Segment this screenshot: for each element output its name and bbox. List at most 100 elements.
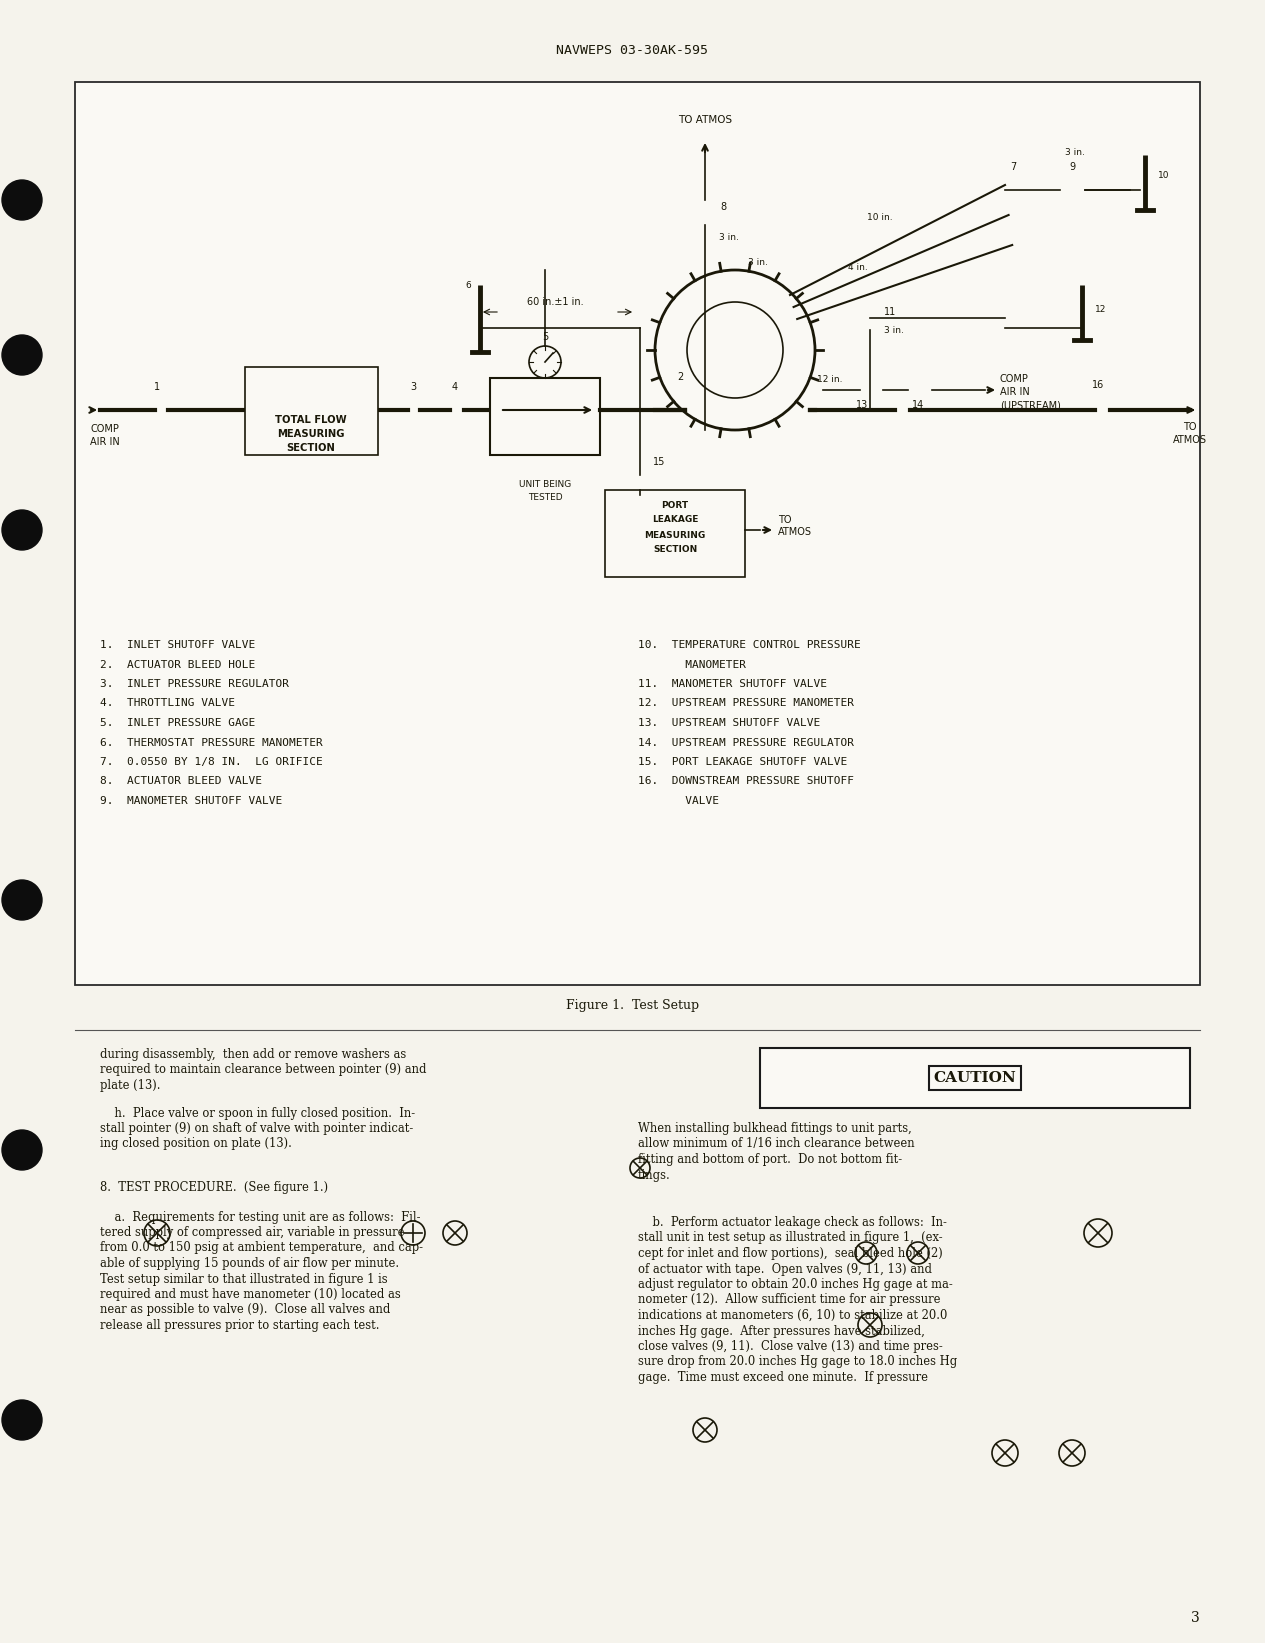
Bar [245,366,378,455]
Text: 5: 5 [541,332,548,342]
Text: 2: 2 [677,371,683,383]
Text: 12: 12 [1095,306,1107,314]
Text: 9.  MANOMETER SHUTOFF VALVE: 9. MANOMETER SHUTOFF VALVE [100,795,282,807]
Text: 15.  PORT LEAKAGE SHUTOFF VALVE: 15. PORT LEAKAGE SHUTOFF VALVE [638,757,848,767]
Text: plate (13).: plate (13). [100,1079,161,1093]
Circle shape [3,881,42,920]
Text: 11: 11 [884,307,896,317]
Text: nometer (12).  Allow sufficient time for air pressure: nometer (12). Allow sufficient time for … [638,1293,940,1306]
Text: Figure 1.  Test Setup: Figure 1. Test Setup [565,999,700,1012]
Text: (UPSTREAM): (UPSTREAM) [1001,399,1061,411]
Text: a.  Requirements for testing unit are as follows:  Fil-: a. Requirements for testing unit are as … [100,1211,420,1224]
Text: close valves (9, 11).  Close valve (13) and time pres-: close valves (9, 11). Close valve (13) a… [638,1341,942,1352]
Text: 11.  MANOMETER SHUTOFF VALVE: 11. MANOMETER SHUTOFF VALVE [638,679,827,688]
Text: 3 in.: 3 in. [719,233,739,242]
Text: allow minimum of 1/16 inch clearance between: allow minimum of 1/16 inch clearance bet… [638,1137,915,1150]
Text: h.  Place valve or spoon in fully closed position.  In-: h. Place valve or spoon in fully closed … [100,1106,415,1119]
Text: 3 in.: 3 in. [748,258,768,268]
Text: release all pressures prior to starting each test.: release all pressures prior to starting … [100,1319,379,1332]
Text: inches Hg gage.  After pressures have stabilized,: inches Hg gage. After pressures have sta… [638,1324,925,1337]
Text: 13: 13 [856,399,868,411]
Text: MEASURING: MEASURING [644,531,706,539]
Text: NAVWEPS 03-30AK-595: NAVWEPS 03-30AK-595 [557,43,708,56]
Text: VALVE: VALVE [638,795,719,807]
Text: required and must have manometer (10) located as: required and must have manometer (10) lo… [100,1288,401,1301]
Bar [75,82,1200,986]
Text: 1.  INLET SHUTOFF VALVE: 1. INLET SHUTOFF VALVE [100,641,256,651]
Text: 3.  INLET PRESSURE REGULATOR: 3. INLET PRESSURE REGULATOR [100,679,288,688]
Text: CAUTION: CAUTION [934,1071,1016,1084]
Text: stall unit in test setup as illustrated in figure 1,  (ex-: stall unit in test setup as illustrated … [638,1232,942,1244]
Text: able of supplying 15 pounds of air flow per minute.: able of supplying 15 pounds of air flow … [100,1257,400,1270]
Circle shape [3,509,42,550]
Text: 14.  UPSTREAM PRESSURE REGULATOR: 14. UPSTREAM PRESSURE REGULATOR [638,738,854,748]
Text: TO: TO [778,514,792,526]
Text: TESTED: TESTED [528,493,563,503]
Text: TO: TO [1183,422,1197,432]
Text: fitting and bottom of port.  Do not bottom fit-: fitting and bottom of port. Do not botto… [638,1153,902,1167]
Text: adjust regulator to obtain 20.0 inches Hg gage at ma-: adjust regulator to obtain 20.0 inches H… [638,1278,953,1291]
Text: COMP: COMP [1001,375,1028,384]
Text: 2.  ACTUATOR BLEED HOLE: 2. ACTUATOR BLEED HOLE [100,659,256,669]
Circle shape [3,335,42,375]
Text: 3 in.: 3 in. [884,325,904,335]
Text: from 0.0 to 150 psig at ambient temperature,  and cap-: from 0.0 to 150 psig at ambient temperat… [100,1242,423,1255]
Text: 8: 8 [720,202,726,212]
Text: required to maintain clearance between pointer (9) and: required to maintain clearance between p… [100,1063,426,1076]
Text: 4.  THROTTLING VALVE: 4. THROTTLING VALVE [100,698,235,708]
Text: SECTION: SECTION [287,444,335,453]
Text: 10.  TEMPERATURE CONTROL PRESSURE: 10. TEMPERATURE CONTROL PRESSURE [638,641,860,651]
Text: during disassembly,  then add or remove washers as: during disassembly, then add or remove w… [100,1048,406,1061]
Circle shape [3,1130,42,1170]
Text: tings.: tings. [638,1168,670,1181]
Bar [605,490,745,577]
Text: ATMOS: ATMOS [1173,435,1207,445]
Text: 16: 16 [1092,380,1104,389]
Text: b.  Perform actuator leakage check as follows:  In-: b. Perform actuator leakage check as fol… [638,1216,947,1229]
Text: tered supply of compressed air, variable in pressure: tered supply of compressed air, variable… [100,1226,405,1239]
Text: 3 in.: 3 in. [1065,148,1085,158]
Text: of actuator with tape.  Open valves (9, 11, 13) and: of actuator with tape. Open valves (9, 1… [638,1262,932,1275]
Text: LEAKAGE: LEAKAGE [651,516,698,524]
Text: stall pointer (9) on shaft of valve with pointer indicat-: stall pointer (9) on shaft of valve with… [100,1122,414,1135]
Text: PORT: PORT [662,501,688,509]
Bar [490,378,600,455]
Text: AIR IN: AIR IN [1001,388,1030,398]
Text: 3: 3 [410,383,416,393]
Text: 14: 14 [912,399,925,411]
Text: 4 in.: 4 in. [848,263,868,273]
Text: COMP: COMP [91,424,119,434]
Text: 9: 9 [1069,163,1075,173]
Text: 10 in.: 10 in. [868,214,893,222]
Text: 10: 10 [1157,171,1170,179]
Text: indications at manometers (6, 10) to stabilize at 20.0: indications at manometers (6, 10) to sta… [638,1309,947,1323]
Text: 8.  ACTUATOR BLEED VALVE: 8. ACTUATOR BLEED VALVE [100,777,262,787]
Bar [760,1048,1190,1107]
Text: 13.  UPSTREAM SHUTOFF VALVE: 13. UPSTREAM SHUTOFF VALVE [638,718,820,728]
Text: 6.  THERMOSTAT PRESSURE MANOMETER: 6. THERMOSTAT PRESSURE MANOMETER [100,738,323,748]
Text: 8.  TEST PROCEDURE.  (See figure 1.): 8. TEST PROCEDURE. (See figure 1.) [100,1181,328,1194]
Text: cept for inlet and flow portions),  seal bleed hole (2): cept for inlet and flow portions), seal … [638,1247,942,1260]
Circle shape [3,181,42,220]
Text: MANOMETER: MANOMETER [638,659,746,669]
Text: 7.  0.0550 BY 1/8 IN.  LG ORIFICE: 7. 0.0550 BY 1/8 IN. LG ORIFICE [100,757,323,767]
Text: 12 in.: 12 in. [817,375,842,384]
Text: 7: 7 [1009,163,1016,173]
Text: sure drop from 20.0 inches Hg gage to 18.0 inches Hg: sure drop from 20.0 inches Hg gage to 18… [638,1355,958,1369]
Text: TOTAL FLOW: TOTAL FLOW [276,416,347,426]
Text: 3: 3 [1192,1612,1200,1625]
Text: When installing bulkhead fittings to unit parts,: When installing bulkhead fittings to uni… [638,1122,912,1135]
Text: MEASURING: MEASURING [277,429,345,439]
Text: 12.  UPSTREAM PRESSURE MANOMETER: 12. UPSTREAM PRESSURE MANOMETER [638,698,854,708]
Circle shape [3,1400,42,1439]
Text: 16.  DOWNSTREAM PRESSURE SHUTOFF: 16. DOWNSTREAM PRESSURE SHUTOFF [638,777,854,787]
Text: SECTION: SECTION [653,545,697,554]
Text: 15: 15 [653,457,665,467]
Text: UNIT BEING: UNIT BEING [519,480,571,490]
Text: 5.  INLET PRESSURE GAGE: 5. INLET PRESSURE GAGE [100,718,256,728]
Text: TO ATMOS: TO ATMOS [678,115,732,125]
Text: ing closed position on plate (13).: ing closed position on plate (13). [100,1137,292,1150]
Text: near as possible to valve (9).  Close all valves and: near as possible to valve (9). Close all… [100,1303,391,1316]
Text: 60 in.±1 in.: 60 in.±1 in. [526,297,583,307]
Text: 6: 6 [466,281,471,289]
